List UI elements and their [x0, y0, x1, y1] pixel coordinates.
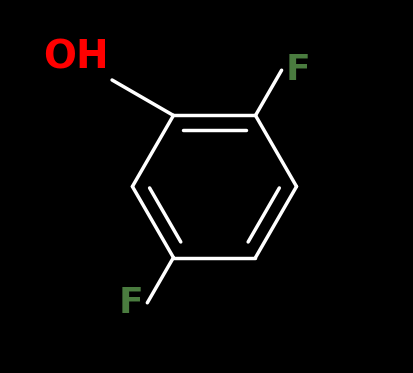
Text: F: F [119, 286, 143, 320]
Text: F: F [285, 53, 309, 87]
Text: OH: OH [43, 38, 108, 76]
